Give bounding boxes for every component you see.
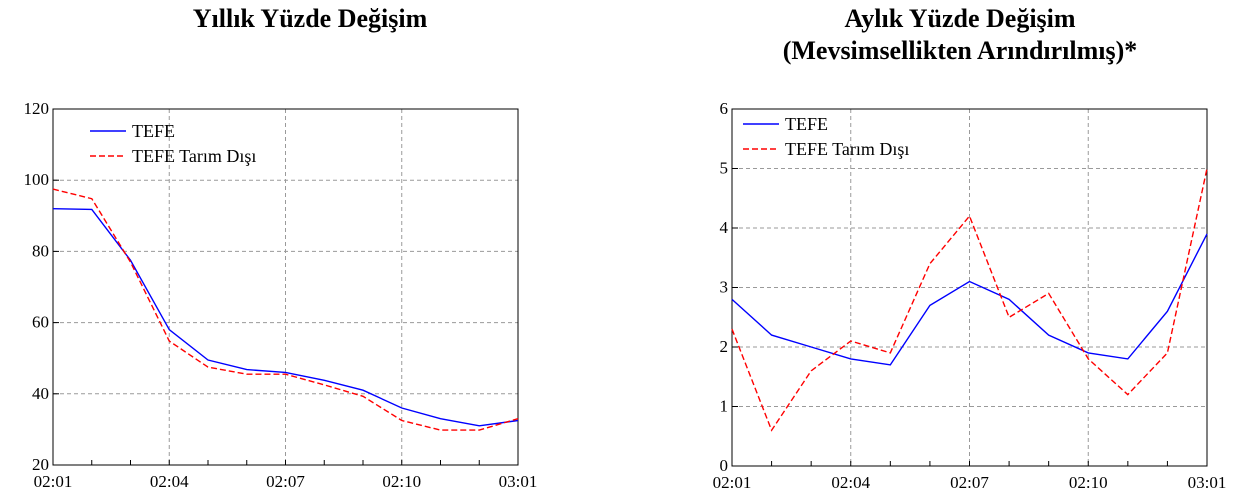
- y-tick-label: 60: [32, 313, 49, 332]
- chart-title-annual: Yıllık Yüzde Değişim: [60, 3, 560, 35]
- y-tick-label: 3: [720, 278, 729, 297]
- legend-label: TEFE: [132, 121, 175, 141]
- y-tick-label: 20: [32, 455, 49, 474]
- legend-label: TEFE: [785, 114, 828, 134]
- x-tick-label: 02:10: [1069, 473, 1108, 492]
- x-tick-label: 03:01: [1188, 473, 1227, 492]
- y-tick-label: 5: [720, 159, 729, 178]
- chart-title-monthly-line-1: Aylık Yüzde Değişim: [844, 4, 1076, 33]
- y-tick-label: 0: [720, 456, 729, 475]
- chart-monthly: 0 1 2 3 4 5 6 02:01 02:04 02:07 02:10 03:01 TEFE TEFE…: [713, 99, 1227, 492]
- y-tick-label: 2: [720, 337, 729, 356]
- series-line-tefe-tarim-disi: [52, 188, 519, 431]
- y-tick-label: 100: [24, 170, 50, 189]
- chart-title-monthly: Aylık Yüzde Değişim (Mevsimsellikten Arı…: [700, 3, 1220, 67]
- legend-label: TEFE Tarım Dışı: [132, 146, 256, 166]
- series-line-tefe: [731, 233, 1208, 366]
- x-tick-label: 02:01: [713, 473, 752, 492]
- x-tick-label: 02:04: [150, 472, 189, 491]
- series-line-tefe: [52, 208, 519, 427]
- y-tick-label: 6: [720, 99, 729, 118]
- x-tick-label: 02:10: [382, 472, 421, 491]
- x-tick-label: 02:07: [266, 472, 305, 491]
- x-tick-label: 02:01: [34, 472, 73, 491]
- x-tick-label: 02:07: [950, 473, 989, 492]
- chart-title-monthly-line-2: (Mevsimsellikten Arındırılmış)*: [782, 36, 1138, 65]
- y-tick-label: 1: [720, 397, 729, 416]
- x-tick-label: 03:01: [499, 472, 538, 491]
- y-tick-label: 80: [32, 241, 49, 260]
- legend-label: TEFE Tarım Dışı: [785, 139, 909, 159]
- series-line-tefe-tarim-disi: [731, 168, 1208, 432]
- y-tick-label: 4: [720, 218, 729, 237]
- chart-annual: 20 40 60 80 100 120 02:01 02:04 02:07 02:10 03:01 T…: [24, 99, 538, 491]
- x-tick-label: 02:04: [831, 473, 870, 492]
- chart-title-annual-line-1: Yıllık Yüzde Değişim: [192, 4, 428, 33]
- y-tick-label: 120: [24, 99, 50, 118]
- y-tick-label: 40: [32, 384, 49, 403]
